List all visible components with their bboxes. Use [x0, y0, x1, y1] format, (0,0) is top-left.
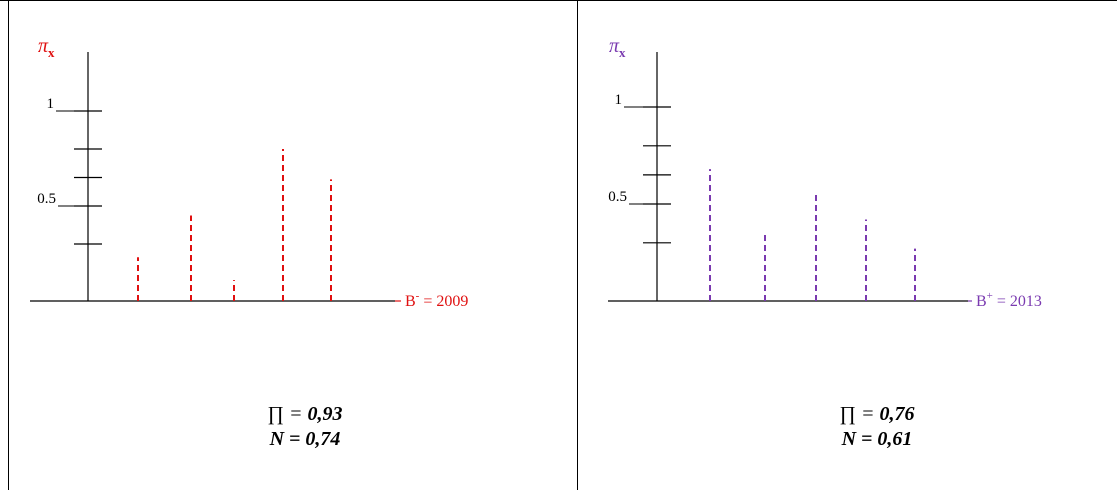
stat-n-label: N [841, 428, 857, 450]
border-top [0, 0, 1117, 1]
y-tick-label-1: 1 [47, 96, 55, 112]
y-axis-label-symbol: π [609, 35, 620, 57]
stat-n-row: N = 0,61 [841, 428, 913, 450]
stats-block-2009: ∏ = 0,93 N = 0,74 [205, 402, 405, 452]
stat-pi-value: 0,93 [307, 403, 343, 425]
panel-divider [577, 0, 578, 490]
x-axis-label-year: = 2013 [993, 293, 1042, 310]
product-symbol: ∏ [839, 403, 856, 425]
y-tick-label-0-5: 0.5 [37, 191, 56, 207]
stat-pi-value: 0,76 [879, 403, 915, 425]
x-axis-label-year: = 2009 [419, 293, 468, 310]
stat-n-row: N = 0,74 [269, 428, 341, 450]
chart-panel-2009: 1 0.5 πx B- = 2009 ∏ = 0,93 N = 0,74 [30, 35, 468, 452]
stat-n-value: 0,74 [305, 428, 341, 450]
x-axis-label: B+ = 2013 [976, 290, 1042, 310]
x-axis-label-superscript: + [987, 290, 993, 302]
equals-sign: = [860, 403, 880, 425]
stat-n-value: 0,61 [877, 428, 913, 450]
chart-2009: 1 0.5 πx B- = 2009 [30, 35, 468, 310]
x-axis-label: B- = 2009 [405, 290, 468, 310]
stat-pi-row: ∏ = 0,93 [205, 402, 405, 427]
y-axis-label-subscript: x [619, 45, 626, 60]
x-axis-label-prefix: B [976, 293, 987, 310]
y-tick-label-1: 1 [615, 92, 623, 108]
y-axis-label-subscript: x [48, 45, 55, 60]
y-axis-label: πx [38, 35, 55, 60]
y-axis-label-symbol: π [38, 35, 49, 57]
product-symbol: ∏ [267, 403, 284, 425]
stat-pi-row: ∏ = 0,76 [777, 402, 977, 427]
stat-n-label: N [269, 428, 285, 450]
chart-2013: 1 0.5 πx B+ = 2013 [608, 35, 1042, 310]
chart-panel-2013: 1 0.5 πx B+ = 2013 ∏ = 0,76 N = 0,61 [578, 0, 1117, 490]
border-left [8, 0, 9, 490]
equals-sign: = [288, 403, 308, 425]
y-tick-label-0-5: 0.5 [608, 189, 627, 205]
x-axis-label-superscript: - [416, 290, 420, 302]
y-axis-label: πx [609, 35, 626, 60]
x-axis-label-prefix: B [405, 293, 416, 310]
stats-block-2013: ∏ = 0,76 N = 0,61 [777, 402, 977, 452]
